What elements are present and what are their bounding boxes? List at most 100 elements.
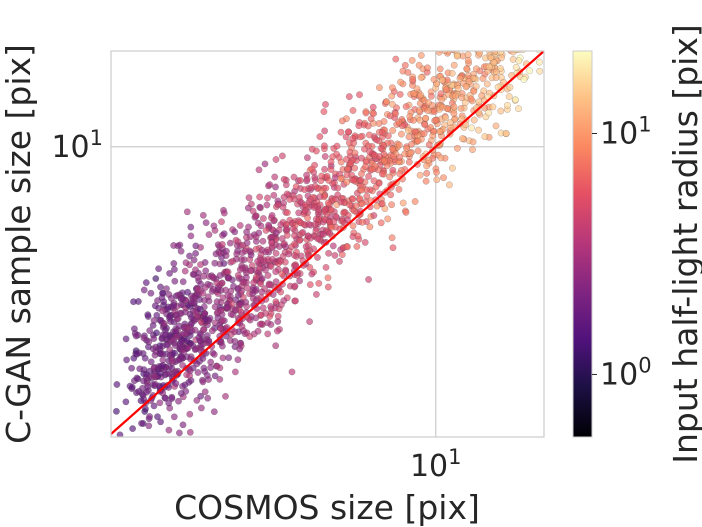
data-point [358, 170, 365, 178]
data-point [425, 99, 432, 106]
data-point [388, 92, 396, 100]
data-point [181, 267, 189, 275]
data-point [492, 74, 500, 81]
data-point [321, 142, 328, 150]
data-point [217, 325, 224, 332]
data-points [104, 0, 544, 455]
data-point [258, 246, 266, 254]
data-point [350, 176, 357, 184]
data-point [272, 183, 279, 191]
data-point [197, 392, 205, 400]
data-point [237, 308, 245, 316]
data-point [324, 283, 332, 291]
data-point [515, 0, 521, 4]
data-point [389, 84, 396, 92]
data-point [432, 116, 440, 124]
data-point [366, 223, 374, 231]
data-point [474, 37, 480, 43]
data-point [217, 307, 225, 314]
data-point [141, 408, 149, 415]
data-point [312, 227, 320, 235]
data-point [186, 372, 193, 379]
data-point [493, 36, 499, 42]
data-point [190, 256, 198, 264]
colorbar-tick-label: 100 [600, 353, 652, 392]
data-point [193, 397, 201, 404]
data-point [492, 38, 498, 44]
data-point [261, 160, 269, 168]
data-point [171, 349, 178, 357]
data-point [389, 145, 396, 153]
data-point [440, 174, 447, 182]
data-point [508, 0, 514, 6]
data-point [264, 272, 272, 279]
data-point [258, 288, 266, 296]
data-point [219, 354, 227, 362]
data-point [199, 211, 207, 219]
data-point [175, 397, 182, 405]
data-point [170, 301, 178, 309]
data-point [417, 91, 425, 99]
data-point [325, 249, 332, 257]
data-point [378, 128, 386, 136]
data-point [371, 151, 378, 159]
data-point [104, 399, 110, 405]
data-point [306, 318, 313, 325]
data-point [420, 130, 428, 138]
data-point [170, 413, 178, 421]
data-point [509, 56, 517, 63]
x-tick-labels: 101 [410, 445, 462, 484]
data-point [436, 128, 444, 135]
data-point [165, 291, 173, 298]
data-point [438, 96, 446, 103]
data-point [301, 186, 308, 193]
data-point [395, 141, 403, 149]
data-point [211, 259, 219, 267]
data-point [538, 11, 544, 17]
data-point [345, 93, 353, 100]
data-point [388, 100, 396, 108]
data-point [185, 378, 193, 386]
data-point [506, 83, 514, 91]
data-point [219, 342, 226, 350]
data-point [483, 25, 489, 31]
data-point [143, 371, 150, 378]
data-point [424, 64, 431, 72]
data-point [381, 157, 388, 165]
data-point [223, 247, 230, 255]
data-point [252, 212, 260, 220]
data-point [414, 147, 422, 155]
data-point [204, 293, 212, 301]
data-point [303, 177, 311, 185]
data-point [164, 303, 172, 311]
data-point [464, 15, 470, 21]
data-point [263, 201, 271, 209]
data-point [202, 315, 209, 323]
data-point [430, 76, 438, 83]
data-point [116, 431, 124, 437]
data-point [495, 39, 501, 45]
data-point [411, 128, 419, 135]
data-point [170, 242, 177, 249]
data-point [445, 15, 451, 21]
data-point [408, 140, 415, 148]
data-point [414, 137, 422, 145]
data-point [492, 33, 498, 39]
data-point [188, 298, 195, 306]
reference-line [111, 51, 544, 436]
data-point [291, 282, 299, 290]
data-point [231, 306, 239, 313]
data-point [126, 382, 134, 390]
x-tick-label: 101 [410, 445, 462, 484]
data-point [205, 231, 213, 238]
data-point [123, 449, 129, 455]
data-point [330, 218, 338, 226]
data-point [264, 194, 271, 202]
data-point [488, 44, 494, 50]
data-point [304, 214, 311, 222]
data-point [327, 158, 335, 166]
data-point [375, 120, 383, 127]
data-point [337, 158, 345, 166]
data-point [146, 327, 154, 334]
data-point [138, 420, 145, 427]
